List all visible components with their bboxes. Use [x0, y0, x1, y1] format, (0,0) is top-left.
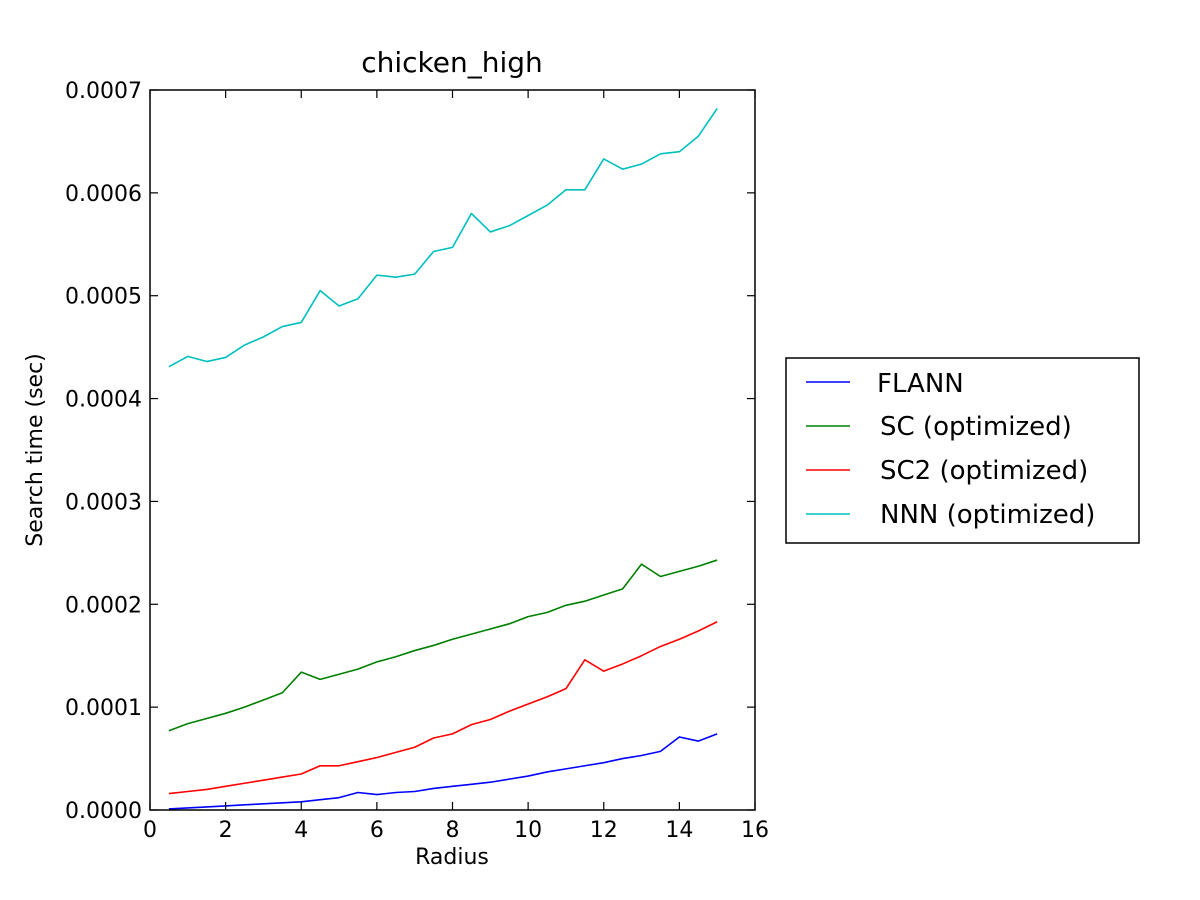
series-sc-optimized: [168, 559, 718, 732]
legend-label-sc: SC (optimized): [880, 412, 1072, 442]
x-tick-label: 14: [665, 818, 693, 843]
y-tick-label: 0.0007: [65, 79, 142, 104]
y-tick-label: 0.0004: [65, 388, 142, 413]
x-axis-label: Radius: [415, 845, 489, 870]
plot-area: [150, 90, 755, 810]
series-sc2-optimized: [168, 621, 718, 795]
y-axis-label: Search time (sec): [23, 353, 48, 547]
legend: FLANN SC (optimized) SC2 (optimized) NNN…: [785, 357, 1140, 544]
series-line-sc2-optimized: [168, 621, 718, 795]
series-flann: [168, 733, 718, 810]
x-tick-label: 4: [294, 818, 308, 843]
x-tick-label: 16: [741, 818, 769, 843]
plot-frame: [149, 89, 756, 811]
series-line-flann: [168, 733, 718, 810]
series-line-nnn-optimized: [168, 108, 718, 368]
legend-frame: [785, 357, 1140, 544]
y-tick-label: 0.0001: [65, 696, 142, 721]
legend-label-flann: FLANN: [877, 369, 964, 399]
x-tick-label: 12: [590, 818, 618, 843]
series-layer: [168, 108, 718, 810]
x-tick-label: 10: [514, 818, 542, 843]
y-tick-label: 0.0000: [65, 799, 142, 824]
series-nnn-optimized: [168, 108, 718, 368]
y-tick-label: 0.0003: [65, 490, 142, 515]
x-tick-label: 8: [446, 818, 460, 843]
x-tick-label: 0: [143, 818, 157, 843]
x-tick-label: 2: [219, 818, 233, 843]
series-line-sc-optimized: [168, 559, 718, 732]
legend-label-nnn: NNN (optimized): [880, 500, 1095, 530]
x-tick-label: 6: [370, 818, 384, 843]
x-axis-ticks: 0 2 4 6 8 10 12 14 16: [143, 90, 769, 843]
legend-label-sc2: SC2 (optimized): [880, 456, 1088, 486]
chart-title: chicken_high: [361, 46, 543, 79]
y-axis-ticks: 0.0000 0.0001 0.0002 0.0003 0.0004 0.0005 0.00…: [65, 79, 755, 824]
y-tick-label: 0.0002: [65, 593, 142, 618]
y-tick-label: 0.0006: [65, 182, 142, 207]
y-tick-label: 0.0005: [65, 285, 142, 310]
